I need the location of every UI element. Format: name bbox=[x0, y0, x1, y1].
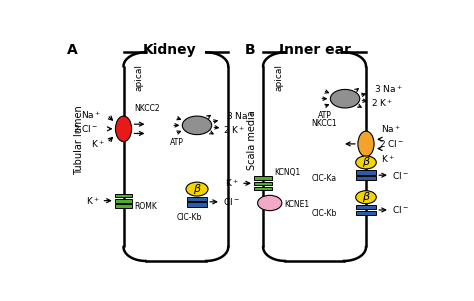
Text: ClC-Ka: ClC-Ka bbox=[311, 174, 337, 183]
Bar bbox=[356, 210, 376, 215]
Text: 2 K$^+$: 2 K$^+$ bbox=[223, 124, 246, 136]
Text: 2 K$^+$: 2 K$^+$ bbox=[372, 98, 394, 109]
Circle shape bbox=[330, 89, 360, 108]
Text: K$^+$: K$^+$ bbox=[86, 195, 100, 206]
Bar bbox=[187, 197, 207, 201]
Text: A: A bbox=[66, 43, 77, 57]
Text: 2 Cl$^-$: 2 Cl$^-$ bbox=[73, 123, 98, 134]
Text: ATP: ATP bbox=[318, 111, 332, 120]
Bar bbox=[187, 202, 207, 206]
Text: KCNE1: KCNE1 bbox=[284, 200, 310, 209]
Bar bbox=[115, 204, 132, 208]
Ellipse shape bbox=[358, 131, 374, 157]
Circle shape bbox=[182, 116, 212, 135]
Text: 2 Cl$^-$: 2 Cl$^-$ bbox=[379, 138, 404, 149]
Text: KCNQ1: KCNQ1 bbox=[274, 168, 301, 177]
Text: NKCC1: NKCC1 bbox=[311, 119, 337, 128]
Bar bbox=[356, 170, 376, 175]
Text: apical: apical bbox=[135, 64, 144, 91]
Text: Cl$^-$: Cl$^-$ bbox=[223, 196, 239, 207]
Text: $\beta$: $\beta$ bbox=[362, 190, 370, 204]
Circle shape bbox=[356, 191, 376, 204]
Text: Inner ear: Inner ear bbox=[279, 43, 351, 57]
Circle shape bbox=[257, 195, 282, 211]
Bar bbox=[356, 176, 376, 180]
Bar bbox=[254, 187, 272, 190]
Text: Cl$^-$: Cl$^-$ bbox=[392, 204, 409, 216]
Text: Na$^+$: Na$^+$ bbox=[381, 123, 401, 135]
Text: ClC-Kb: ClC-Kb bbox=[311, 209, 337, 218]
Circle shape bbox=[186, 182, 208, 196]
Text: Kidney: Kidney bbox=[143, 43, 196, 57]
Bar bbox=[115, 199, 132, 203]
Text: Tubular lumen: Tubular lumen bbox=[74, 106, 84, 175]
Text: $\beta$: $\beta$ bbox=[362, 155, 370, 169]
Text: $\beta$: $\beta$ bbox=[192, 182, 201, 196]
Text: Scala media: Scala media bbox=[247, 110, 257, 170]
Text: ATP: ATP bbox=[170, 138, 184, 147]
Text: NKCC2: NKCC2 bbox=[135, 104, 160, 113]
Text: apical: apical bbox=[274, 64, 283, 91]
Text: Na$^+$: Na$^+$ bbox=[82, 109, 101, 121]
Text: Cl$^-$: Cl$^-$ bbox=[392, 170, 409, 181]
Text: K$^+$: K$^+$ bbox=[91, 138, 105, 150]
Text: K$^+$: K$^+$ bbox=[381, 153, 394, 165]
Bar bbox=[115, 194, 132, 197]
Bar bbox=[254, 176, 272, 180]
Text: 3 Na$^+$: 3 Na$^+$ bbox=[374, 84, 402, 95]
Circle shape bbox=[356, 156, 376, 169]
Bar bbox=[254, 182, 272, 185]
Text: K$^+$: K$^+$ bbox=[226, 178, 239, 189]
Text: 3 Na$^+$: 3 Na$^+$ bbox=[226, 110, 255, 122]
Text: B: B bbox=[245, 43, 255, 57]
Text: ClC-Kb: ClC-Kb bbox=[177, 213, 202, 222]
Text: ROMK: ROMK bbox=[135, 202, 157, 211]
Bar bbox=[356, 205, 376, 209]
Ellipse shape bbox=[116, 116, 132, 141]
